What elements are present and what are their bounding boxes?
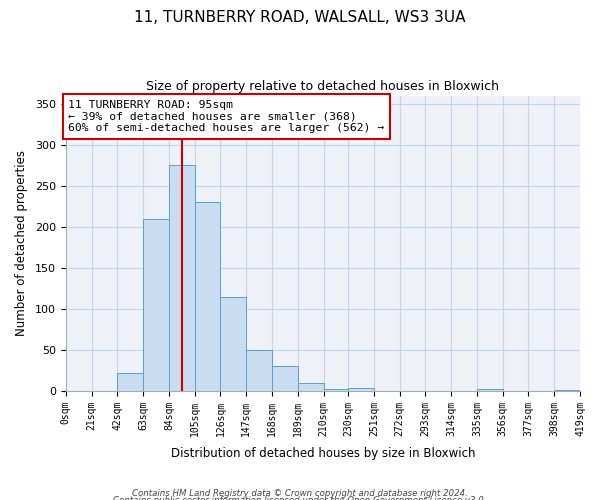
Text: 11, TURNBERRY ROAD, WALSALL, WS3 3UA: 11, TURNBERRY ROAD, WALSALL, WS3 3UA <box>134 10 466 25</box>
Title: Size of property relative to detached houses in Bloxwich: Size of property relative to detached ho… <box>146 80 499 93</box>
Y-axis label: Number of detached properties: Number of detached properties <box>15 150 28 336</box>
Text: 11 TURNBERRY ROAD: 95sqm
← 39% of detached houses are smaller (368)
60% of semi-: 11 TURNBERRY ROAD: 95sqm ← 39% of detach… <box>68 100 385 133</box>
Bar <box>194 202 220 391</box>
Bar <box>272 366 298 391</box>
Bar <box>298 382 323 391</box>
Bar <box>169 166 194 391</box>
Bar <box>246 350 272 391</box>
Text: Contains HM Land Registry data © Crown copyright and database right 2024.: Contains HM Land Registry data © Crown c… <box>132 488 468 498</box>
Bar <box>554 390 580 391</box>
Text: Contains public sector information licensed under the Open Government Licence v3: Contains public sector information licen… <box>113 496 487 500</box>
Bar <box>348 388 374 391</box>
Bar <box>323 390 348 391</box>
Bar <box>220 296 246 391</box>
Bar <box>477 390 503 391</box>
X-axis label: Distribution of detached houses by size in Bloxwich: Distribution of detached houses by size … <box>170 447 475 460</box>
Bar <box>118 373 143 391</box>
Bar <box>143 218 169 391</box>
